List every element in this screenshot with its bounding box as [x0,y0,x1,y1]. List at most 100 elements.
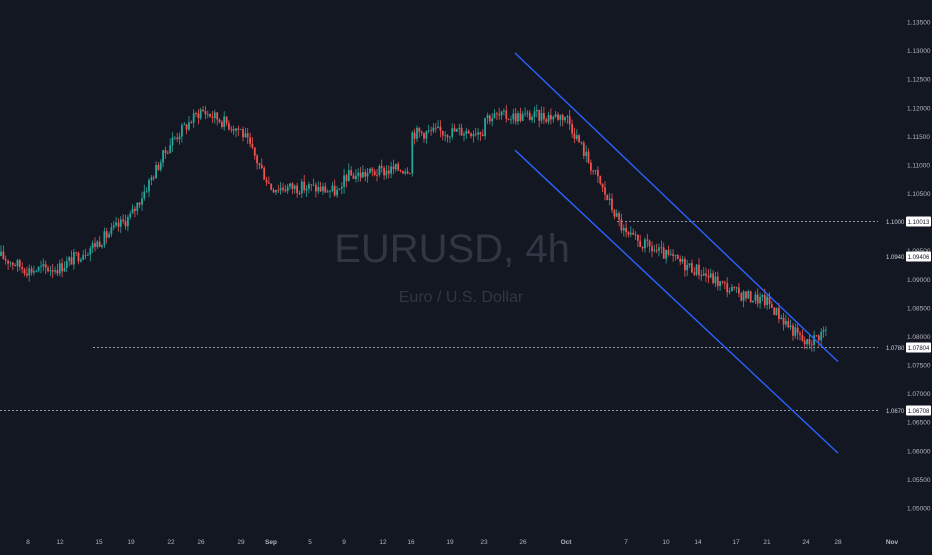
candle-body [627,232,630,235]
candle-body [749,291,752,303]
candle-body [228,123,230,130]
candle-body [686,264,689,271]
candle-body [778,307,780,320]
level-price-label: 1.09406 [908,255,930,261]
candle-body [411,132,414,174]
candle-body [324,186,327,193]
candle-body [731,287,733,292]
price-axis-tick: 1.08500 [907,305,931,312]
candle-body [465,130,468,134]
candle-body [141,198,143,205]
candle-body [9,262,12,264]
candle-body [451,128,454,137]
candle-body [517,113,519,122]
candle-body [524,113,526,115]
level-price-label: 1.07804 [908,346,930,352]
candle-body [185,124,188,130]
candle-body [265,179,268,183]
candle-body [183,124,186,126]
candle-body [77,252,80,262]
candle-body [813,335,815,345]
candle-body [789,325,792,328]
candles [0,104,827,352]
candle-body [557,114,559,120]
time-axis-tick: 29 [237,539,245,546]
candle-body [801,335,804,341]
candle-body [444,135,447,136]
candle-body [564,117,566,121]
candle-body [585,151,588,156]
candle-body [131,208,134,214]
candle-body [14,265,16,267]
candle-body [484,118,486,137]
candle-body [740,293,743,301]
price-axis-background [878,0,932,550]
candle-body [561,115,564,121]
price-axis[interactable]: 1.13500 1.13000 1.12500 1.12000 1.11500 1.110… [878,0,932,550]
candle-body [244,133,247,138]
candle-body [470,133,472,137]
candle-body [745,291,747,299]
candle-body [63,268,66,272]
candle-body [117,222,120,227]
candle-body [698,264,700,276]
candle-body [362,172,364,178]
candle-body [397,163,400,171]
time-axis-tick: 23 [480,539,488,546]
candle-body [251,143,254,148]
candle-body [333,185,336,196]
candle-body [122,219,125,222]
candle-body [463,133,465,136]
candle-body [75,252,78,254]
candle-body [174,137,176,139]
candle-body [512,113,515,120]
candle-body [378,166,381,176]
candle-body [691,263,693,273]
time-axis-tick: 22 [167,539,175,546]
descending-channel[interactable] [514,52,839,454]
candle-body [491,118,494,122]
candle-body [390,166,392,174]
candle-body [573,133,576,139]
candle-body [639,240,642,247]
candle-body [7,260,9,264]
candle-body [620,219,623,231]
candle-body [458,127,461,129]
candle-body [56,270,59,274]
candle-body [305,188,308,191]
time-axis[interactable]: 8 12 15 19 22 26 29 Sep 5 9 12 16 19 23 26 Oct 7 10 14 17 21… [26,539,898,546]
candle-body [634,234,637,236]
candle-body [94,243,96,247]
candle-body [263,167,266,180]
candle-body [559,115,562,120]
candle-body [190,122,193,124]
candle-body [213,112,216,119]
candle-body [587,151,590,163]
candle-body [58,263,61,274]
candle-body [115,222,117,226]
candle-body [528,112,531,120]
candle-body [211,116,214,119]
time-axis-tick: 10 [662,539,670,546]
level-axis-label: 1.1000 [886,220,905,226]
candle-body [676,255,679,259]
candle-body [716,276,719,287]
candle-body [648,240,651,247]
candle-body [695,264,698,275]
candle-body [806,339,808,345]
price-axis-tick: 1.05000 [907,505,931,512]
candle-body [580,142,583,144]
candle-body [441,130,444,136]
time-axis-tick: Oct [561,539,573,546]
candle-body [336,189,338,196]
candle-body [152,177,155,179]
candle-body [143,191,146,199]
candle-body [521,114,524,121]
candle-body [700,275,703,276]
candle-body [42,264,45,267]
candle-body [300,181,303,194]
candle-body [68,257,71,261]
